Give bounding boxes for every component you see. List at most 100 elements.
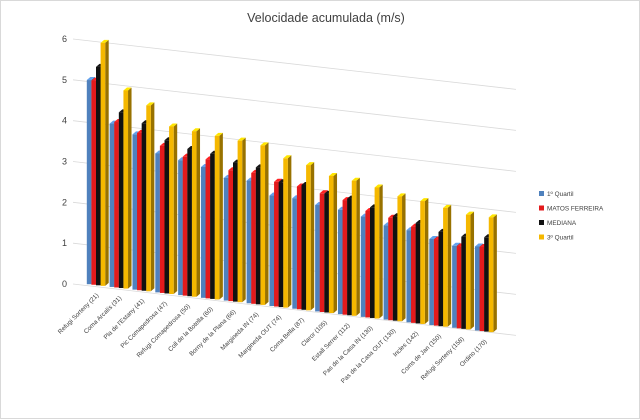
legend-item[interactable]: 1º Quartil — [539, 191, 574, 198]
gridline — [72, 38, 517, 90]
bar — [374, 187, 380, 319]
bar — [283, 158, 288, 308]
bar-side — [470, 211, 475, 330]
legend-swatch — [539, 191, 544, 196]
bar — [342, 200, 348, 315]
legend[interactable]: 1º Quartil MATOS FERREIRA MEDIANA 3º Quarti… — [539, 191, 604, 242]
legend-swatch — [539, 205, 544, 211]
y-tick-label: 6 — [62, 34, 67, 44]
bar — [86, 80, 92, 285]
bar — [465, 214, 471, 330]
bar-side — [402, 193, 406, 322]
bar-top — [374, 184, 383, 188]
x-tick-label: Margineda OUT (74) — [237, 314, 283, 360]
bar — [429, 239, 434, 326]
legend-swatch — [539, 220, 544, 225]
bar — [169, 126, 174, 295]
bar-top — [452, 242, 461, 246]
bar-top — [100, 39, 109, 43]
bar-top — [319, 190, 328, 194]
bar — [415, 223, 421, 324]
bar — [328, 175, 334, 314]
y-tick-label: 2 — [62, 197, 67, 207]
bar-top — [283, 155, 292, 159]
bar-top — [328, 172, 338, 176]
bar-group — [315, 172, 338, 314]
legend-label: MATOS FERREIRA — [547, 206, 604, 213]
bar — [214, 135, 220, 300]
gridline — [72, 283, 517, 336]
x-tick-label: Pas de la Casa IN (130) — [322, 325, 374, 377]
bar — [255, 167, 261, 305]
legend-label: MEDIANA — [547, 220, 577, 227]
bar — [383, 225, 389, 320]
bar — [114, 122, 119, 288]
bar — [182, 156, 188, 296]
y-tick-label: 3 — [62, 157, 67, 167]
x-tick-label: Pas de la Casa OUT (130) — [340, 328, 397, 385]
bar — [178, 160, 183, 296]
bar — [251, 172, 256, 304]
bar — [337, 209, 343, 315]
bar-group — [269, 155, 292, 308]
bar-top — [274, 178, 283, 182]
bar-top — [146, 102, 155, 106]
bar-side — [242, 137, 246, 303]
bar — [109, 123, 115, 287]
legend-item[interactable]: 3º Quartil — [539, 234, 574, 242]
gridline — [72, 79, 517, 131]
bar-side — [196, 128, 201, 297]
bar-group — [360, 184, 383, 319]
bar-group — [292, 162, 315, 311]
bar-group — [132, 102, 155, 292]
bar — [228, 170, 233, 302]
bar — [223, 177, 229, 301]
bar-side — [105, 39, 109, 286]
legend-item[interactable]: MATOS FERREIRA — [539, 205, 604, 213]
legend-item[interactable]: MEDIANA — [539, 220, 577, 227]
bar — [137, 132, 142, 291]
bar — [296, 186, 302, 310]
bar-group — [200, 132, 223, 300]
bar-group — [337, 177, 360, 316]
bar-group — [406, 198, 429, 324]
bar-top — [169, 123, 178, 127]
x-tick-label: Pic Comapedrosa (47) — [119, 300, 168, 349]
bar-top — [191, 128, 201, 132]
bar — [237, 140, 243, 303]
bar-group — [452, 211, 475, 330]
legend-label: 3º Quartil — [547, 235, 574, 242]
bar — [191, 131, 197, 297]
bar — [187, 149, 192, 297]
bar — [392, 216, 398, 321]
x-tick-label: Coll de la Botella (60) — [167, 306, 215, 354]
bar-side — [265, 142, 269, 305]
bar — [132, 134, 138, 290]
y-axis: 0 1 2 3 4 5 6 — [62, 34, 67, 289]
legend-swatch — [539, 234, 544, 240]
bar — [159, 145, 165, 293]
legend-label: 1º Quartil — [547, 191, 574, 198]
bar — [370, 207, 375, 318]
bar-side — [310, 162, 315, 311]
bar — [484, 237, 489, 332]
bar-side — [356, 177, 360, 316]
bar — [200, 167, 206, 298]
bar-group — [474, 214, 497, 333]
bar — [164, 140, 170, 294]
bar-group — [155, 123, 178, 295]
bar-top — [86, 77, 95, 81]
bar — [420, 201, 425, 324]
chart-title: Velocidade acumulada (m/s) — [247, 11, 405, 25]
bar-group — [429, 204, 452, 327]
bar — [411, 226, 416, 323]
bar — [488, 217, 494, 333]
bar-side — [219, 132, 223, 300]
bar — [474, 246, 480, 331]
bar-side — [379, 184, 383, 319]
bar — [397, 196, 403, 322]
bar-top — [214, 132, 223, 136]
bar — [406, 230, 412, 323]
bar — [347, 198, 352, 316]
bar-side — [173, 123, 178, 295]
